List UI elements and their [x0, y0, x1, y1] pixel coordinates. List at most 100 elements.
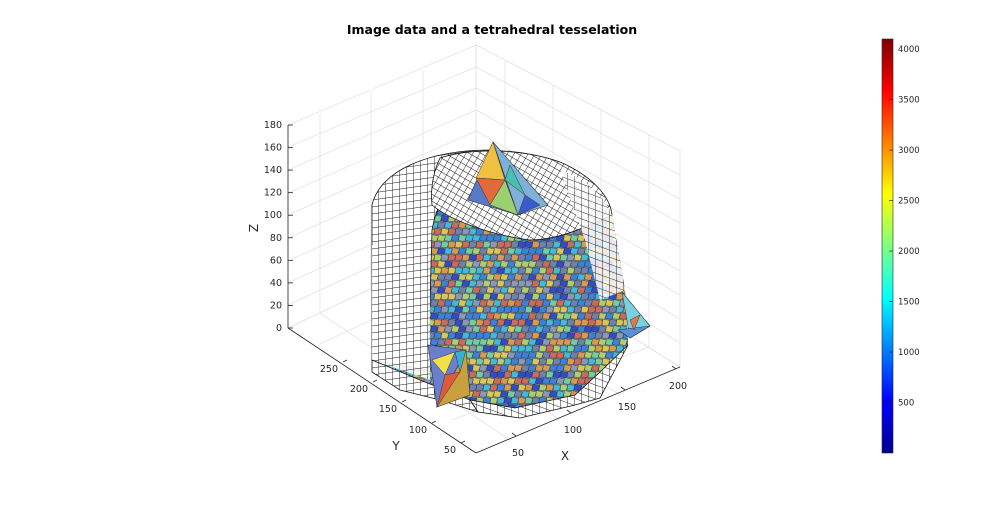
z-axis-ticks: 0 20 40 60 80 100 120 140 160 180 [264, 120, 293, 334]
z-tick-label: 160 [264, 143, 282, 154]
mesh-cell [619, 364, 628, 372]
x-axis-ticks: 50 100 150 200 [511, 365, 687, 459]
mesh-cell [598, 403, 607, 408]
mesh-cell [641, 300, 649, 307]
mesh-cell [626, 247, 628, 255]
mesh-cell [630, 228, 638, 235]
mesh-cell [626, 338, 628, 346]
mesh-cell [622, 201, 628, 210]
mesh-cell [637, 228, 645, 235]
x-tick-mark [566, 409, 572, 414]
mesh-cell [591, 156, 600, 164]
mesh-cell [637, 189, 645, 196]
x-tick-label: 200 [669, 381, 687, 392]
mesh-cell [626, 377, 628, 385]
mesh-cell [634, 274, 642, 281]
x-axis-label: X [561, 449, 569, 463]
mesh-cell [612, 377, 621, 385]
mesh-cell [626, 273, 628, 281]
mesh-cell [644, 267, 652, 274]
colorbar-tick-label: 1000 [898, 348, 920, 358]
mesh-cell [644, 306, 652, 313]
mesh-cell [637, 254, 645, 261]
z-tick-label: 120 [264, 188, 282, 199]
mesh-cell [644, 371, 652, 378]
mesh-cell [630, 176, 638, 183]
mesh-cell [612, 195, 621, 203]
mesh-cell [626, 364, 628, 372]
mesh-cell [630, 293, 638, 300]
mesh-cell [630, 254, 638, 261]
y-tick-label: 50 [444, 445, 456, 456]
tetra-pyramids [427, 141, 651, 408]
z-tick-label: 180 [264, 120, 282, 131]
mesh-cell [622, 175, 628, 184]
mesh-cell [641, 170, 649, 177]
mesh-cell [598, 169, 607, 177]
mesh-cell [619, 195, 628, 203]
mesh-cell [644, 241, 652, 248]
mesh-cell [619, 169, 628, 177]
mesh-cell [615, 150, 625, 158]
mesh-cell [622, 370, 628, 379]
mesh-cell [626, 390, 628, 398]
mesh-cell [637, 397, 645, 404]
mesh-cell [615, 227, 625, 236]
mesh-cell [612, 156, 621, 164]
mesh-cell [384, 396, 394, 405]
mesh-cell [419, 396, 429, 405]
mesh-cell [630, 371, 638, 378]
mesh-cell [605, 403, 614, 408]
mesh-cell [637, 215, 645, 222]
y-tick-label: 150 [379, 404, 397, 415]
z-tick-label: 60 [270, 255, 282, 266]
mesh-cell [615, 175, 625, 184]
pyramid-left [427, 344, 471, 408]
axes [287, 125, 681, 454]
mesh-cell [608, 188, 618, 197]
mesh-cell [398, 150, 408, 158]
z-tick-label: 20 [270, 300, 282, 311]
z-tick-label: 80 [270, 233, 282, 244]
x-tick-label: 150 [618, 402, 636, 413]
mesh-cell [444, 403, 453, 408]
mesh-cell [577, 156, 586, 164]
mesh-cell [395, 390, 404, 398]
mesh-cell [584, 156, 593, 164]
mesh-cell [648, 352, 656, 359]
mesh-cell [634, 300, 642, 307]
mesh-cell [637, 163, 645, 170]
y-tick-label: 250 [320, 364, 338, 375]
mesh-cell [634, 157, 642, 164]
mesh-cell [644, 254, 652, 261]
mesh-cell [381, 156, 390, 164]
y-tick-label: 100 [409, 425, 427, 436]
mesh-cell [395, 156, 404, 164]
mesh-cell [634, 261, 642, 268]
mesh-cell [559, 150, 569, 158]
mesh-cell [615, 214, 625, 223]
x-tick-mark [511, 432, 517, 437]
colorbar: 4000 3500 3000 2500 2000 1500 1000 500 [881, 38, 920, 454]
mesh-cell [377, 150, 387, 158]
z-tick-label: 140 [264, 165, 282, 176]
mesh-cell [374, 156, 383, 164]
mesh-cell [622, 383, 628, 392]
colorbar-tick-label: 2000 [898, 247, 920, 257]
mesh-cell [641, 391, 649, 398]
mesh-cell [391, 150, 401, 158]
mesh-cell [630, 189, 638, 196]
mesh-cell [644, 332, 652, 339]
mesh-cell [622, 253, 628, 262]
mesh-cell [641, 261, 649, 268]
mesh-cell [634, 183, 642, 190]
mesh-cell [644, 384, 652, 391]
colorbar-tick-label: 2500 [898, 197, 920, 207]
mesh-cell [622, 227, 628, 236]
mesh-cell [615, 201, 625, 210]
x-tick-label: 100 [564, 425, 582, 436]
mesh-cell [377, 383, 387, 392]
mesh-cell [644, 150, 652, 157]
mesh-cell [587, 162, 597, 171]
